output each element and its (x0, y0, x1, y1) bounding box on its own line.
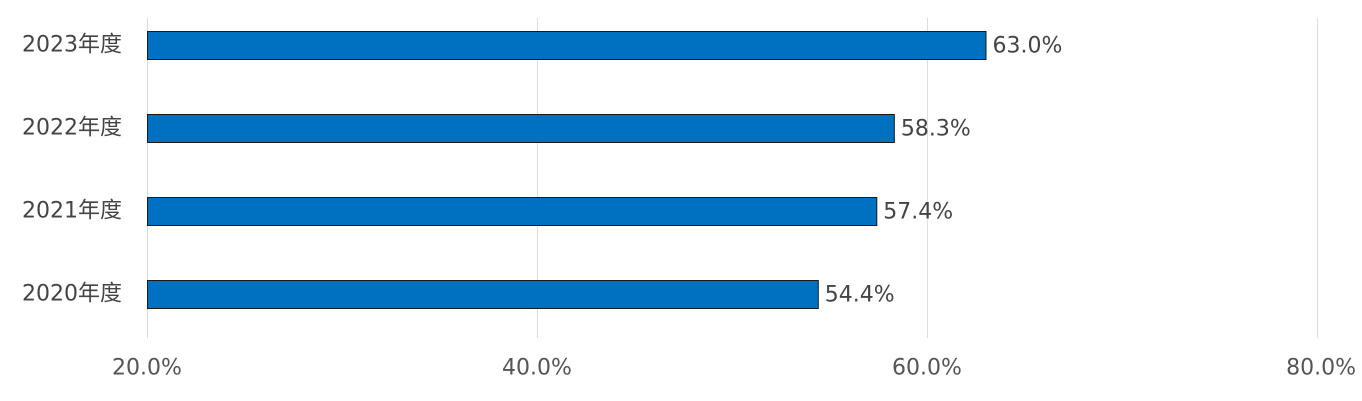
value-label-3: 54.4% (825, 283, 895, 308)
category-label-1: 2022年度 (22, 116, 122, 141)
value-label-0: 63.0% (993, 34, 1063, 59)
bar-0 (147, 31, 987, 60)
value-label-2: 57.4% (883, 200, 953, 225)
value-labels: 63.0% 58.3% 57.4% 54.4% (825, 34, 1063, 308)
value-label-1: 58.3% (901, 117, 971, 142)
category-labels: 2023年度 2022年度 2021年度 2020年度 (22, 33, 122, 307)
category-label-2: 2021年度 (22, 199, 122, 224)
bar-3 (147, 280, 819, 309)
x-axis-tick-labels: 20.0% 40.0% 60.0% 80.0% (112, 356, 1356, 381)
category-label-0: 2023年度 (22, 33, 122, 58)
category-label-3: 2020年度 (22, 282, 122, 307)
x-tick-label-1: 40.0% (502, 356, 572, 381)
x-tick-label-0: 20.0% (112, 356, 182, 381)
x-tick-label-3: 80.0% (1286, 356, 1356, 381)
x-tick-label-2: 60.0% (892, 356, 962, 381)
bar-2 (147, 197, 878, 226)
bar-1 (147, 114, 895, 143)
bars (147, 31, 987, 309)
